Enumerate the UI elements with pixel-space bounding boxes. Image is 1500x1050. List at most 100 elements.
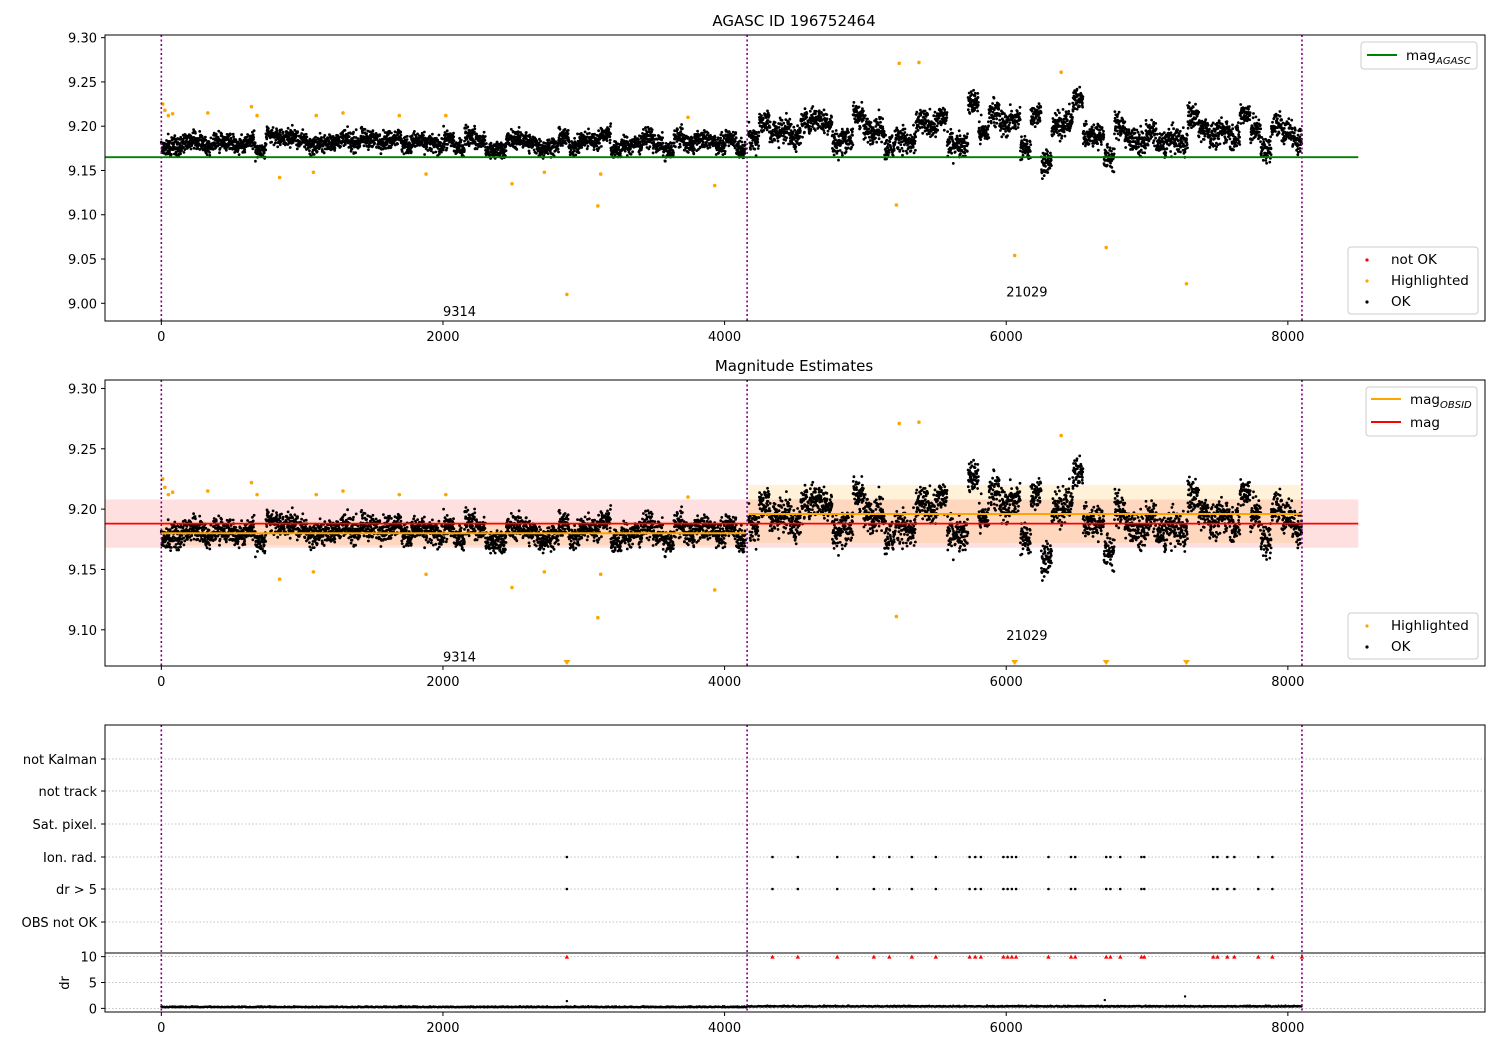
ok-point [851, 127, 855, 131]
ok-point [607, 127, 611, 131]
ok-point [820, 119, 824, 122]
ok-point [561, 144, 564, 147]
ok-point [690, 136, 694, 140]
ok-point [881, 127, 885, 130]
ok-point [576, 132, 579, 136]
ok-point [892, 148, 896, 152]
ok-point [445, 129, 449, 133]
ok-point [566, 129, 570, 132]
ok-point [352, 130, 355, 134]
ok-point [950, 151, 953, 155]
ok-point [877, 123, 880, 126]
ok-point [382, 128, 385, 132]
ok-point [587, 127, 590, 131]
ok-point [442, 145, 446, 149]
ok-point [274, 141, 277, 145]
ok-point [792, 125, 796, 129]
ok-point [743, 140, 747, 144]
ok-point [670, 145, 673, 149]
ok-point [696, 129, 699, 133]
ok-point [546, 152, 550, 156]
ok-point [162, 151, 166, 155]
ok-point [400, 150, 404, 153]
ok-point [220, 132, 224, 136]
ok-point [756, 137, 760, 141]
ok-point [439, 141, 442, 145]
ok-point [805, 112, 809, 115]
ok-point [977, 101, 980, 104]
ok-point [727, 144, 731, 148]
ok-point [202, 140, 206, 143]
ok-point [803, 107, 807, 111]
ok-point [1018, 105, 1022, 109]
ok-point [739, 136, 743, 140]
ok-point [211, 144, 214, 148]
ok-point [701, 140, 705, 144]
ok-point [966, 108, 970, 112]
ok-point [871, 140, 875, 144]
ok-point [678, 142, 682, 146]
ok-point [281, 130, 285, 134]
ok-point [182, 146, 186, 149]
ok-point [1081, 101, 1084, 105]
ok-point [204, 138, 208, 142]
ok-point [846, 146, 850, 150]
ok-point [1038, 119, 1042, 122]
ok-point [837, 158, 840, 162]
ok-point [811, 105, 815, 108]
ok-point [1085, 122, 1088, 126]
ok-point [264, 142, 268, 146]
ok-point [367, 148, 370, 152]
ok-point [995, 121, 999, 125]
ok-point [273, 136, 276, 139]
ok-point [805, 115, 809, 119]
ok-point [252, 136, 256, 139]
ok-point [830, 115, 833, 119]
ok-point [681, 127, 684, 131]
ok-point [951, 131, 954, 135]
ok-point [1055, 127, 1059, 131]
ok-point [1023, 134, 1027, 138]
ok-point [979, 138, 983, 142]
ok-point [660, 131, 664, 134]
ok-point [888, 140, 892, 144]
ok-point [877, 108, 881, 112]
ok-point [445, 146, 449, 150]
ok-point [609, 132, 612, 136]
ok-point [282, 139, 286, 142]
ok-point [914, 135, 917, 139]
ok-point [866, 140, 870, 144]
ok-point [912, 151, 916, 155]
ok-point [875, 140, 879, 144]
ok-point [1071, 115, 1074, 119]
ok-point [760, 114, 763, 117]
ok-point [482, 130, 486, 134]
ok-point [217, 129, 221, 133]
ok-point [851, 104, 855, 108]
ok-point [431, 132, 434, 136]
ok-point [1067, 109, 1071, 113]
ok-point [1004, 130, 1007, 133]
ok-point [1056, 108, 1060, 112]
ok-point [420, 140, 424, 144]
ok-point [168, 150, 171, 154]
ok-point [946, 130, 949, 134]
ok-point [179, 152, 182, 156]
ok-point [777, 146, 781, 150]
ok-point [343, 143, 347, 146]
ok-point [740, 140, 744, 144]
ok-point [1049, 151, 1052, 155]
ok-point [928, 132, 931, 136]
ok-point [825, 117, 829, 121]
ok-point [978, 142, 982, 146]
ok-point [826, 133, 829, 136]
ok-point [979, 113, 983, 117]
ok-point [517, 126, 521, 129]
ok-point [896, 146, 900, 149]
ok-point [719, 136, 722, 140]
ok-point [776, 139, 780, 143]
ok-point [661, 141, 665, 145]
ok-point [362, 144, 366, 148]
ok-point [835, 146, 839, 150]
ok-point [231, 132, 235, 136]
